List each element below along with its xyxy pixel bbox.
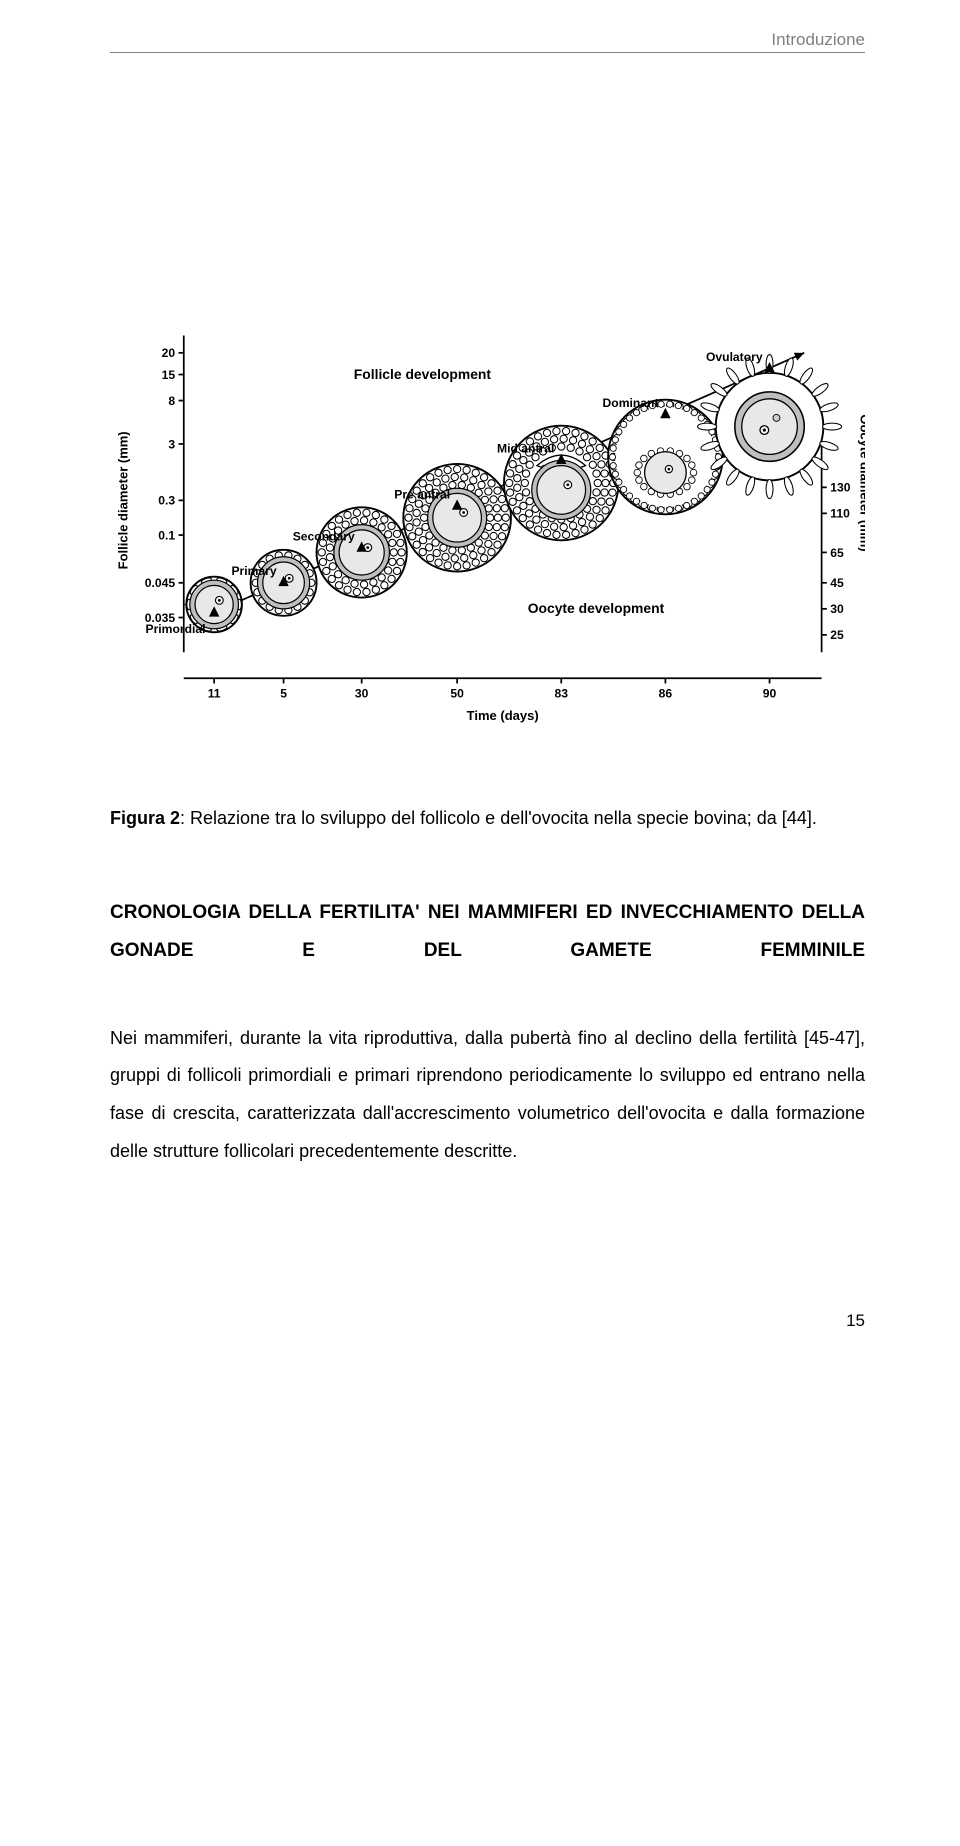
svg-text:50: 50 (450, 686, 464, 700)
figure-caption: Figura 2: Relazione tra lo sviluppo del … (110, 803, 865, 834)
svg-text:45: 45 (830, 576, 844, 590)
svg-text:Oocyte diameter (mm): Oocyte diameter (mm) (858, 414, 865, 551)
svg-text:0.3: 0.3 (158, 494, 175, 508)
svg-text:Follicle development: Follicle development (354, 366, 492, 382)
svg-text:3: 3 (168, 437, 175, 451)
page-number: 15 (110, 1311, 865, 1331)
svg-text:Primary: Primary (231, 564, 276, 578)
svg-text:83: 83 (555, 686, 569, 700)
svg-text:Pre antral: Pre antral (394, 488, 450, 502)
svg-text:0.045: 0.045 (145, 576, 176, 590)
caption-text: : Relazione tra lo sviluppo del follicol… (180, 808, 817, 828)
svg-text:Ovulatory: Ovulatory (706, 350, 763, 364)
svg-text:30: 30 (355, 686, 369, 700)
running-header: Introduzione (110, 30, 865, 53)
svg-text:20: 20 (162, 346, 176, 360)
svg-text:110: 110 (830, 507, 850, 521)
figure-follicle-development: 2015830.30.10.0450.035Follicle diameter … (110, 203, 865, 763)
svg-text:5: 5 (280, 686, 287, 700)
svg-text:30: 30 (830, 602, 844, 616)
svg-text:Primordial: Primordial (145, 622, 205, 636)
svg-text:Mid antral: Mid antral (497, 442, 554, 456)
svg-text:130: 130 (830, 481, 850, 495)
svg-text:Follicle diameter (mm): Follicle diameter (mm) (115, 431, 130, 569)
section-heading: CRONOLOGIA DELLA FERTILITA' NEI MAMMIFER… (110, 894, 865, 970)
svg-text:65: 65 (830, 546, 844, 560)
svg-text:0.1: 0.1 (158, 528, 175, 542)
svg-text:Dominant: Dominant (603, 396, 659, 410)
body-paragraph: Nei mammiferi, durante la vita riprodutt… (110, 1020, 865, 1171)
caption-lead: Figura 2 (110, 808, 180, 828)
svg-text:15: 15 (162, 368, 176, 382)
svg-text:Oocyte development: Oocyte development (528, 600, 665, 616)
svg-text:90: 90 (763, 686, 777, 700)
svg-text:86: 86 (659, 686, 673, 700)
svg-text:25: 25 (830, 628, 844, 642)
svg-text:8: 8 (168, 394, 175, 408)
svg-text:11: 11 (208, 686, 221, 700)
svg-text:Time (days): Time (days) (467, 708, 539, 723)
svg-text:Secondary: Secondary (293, 529, 355, 543)
